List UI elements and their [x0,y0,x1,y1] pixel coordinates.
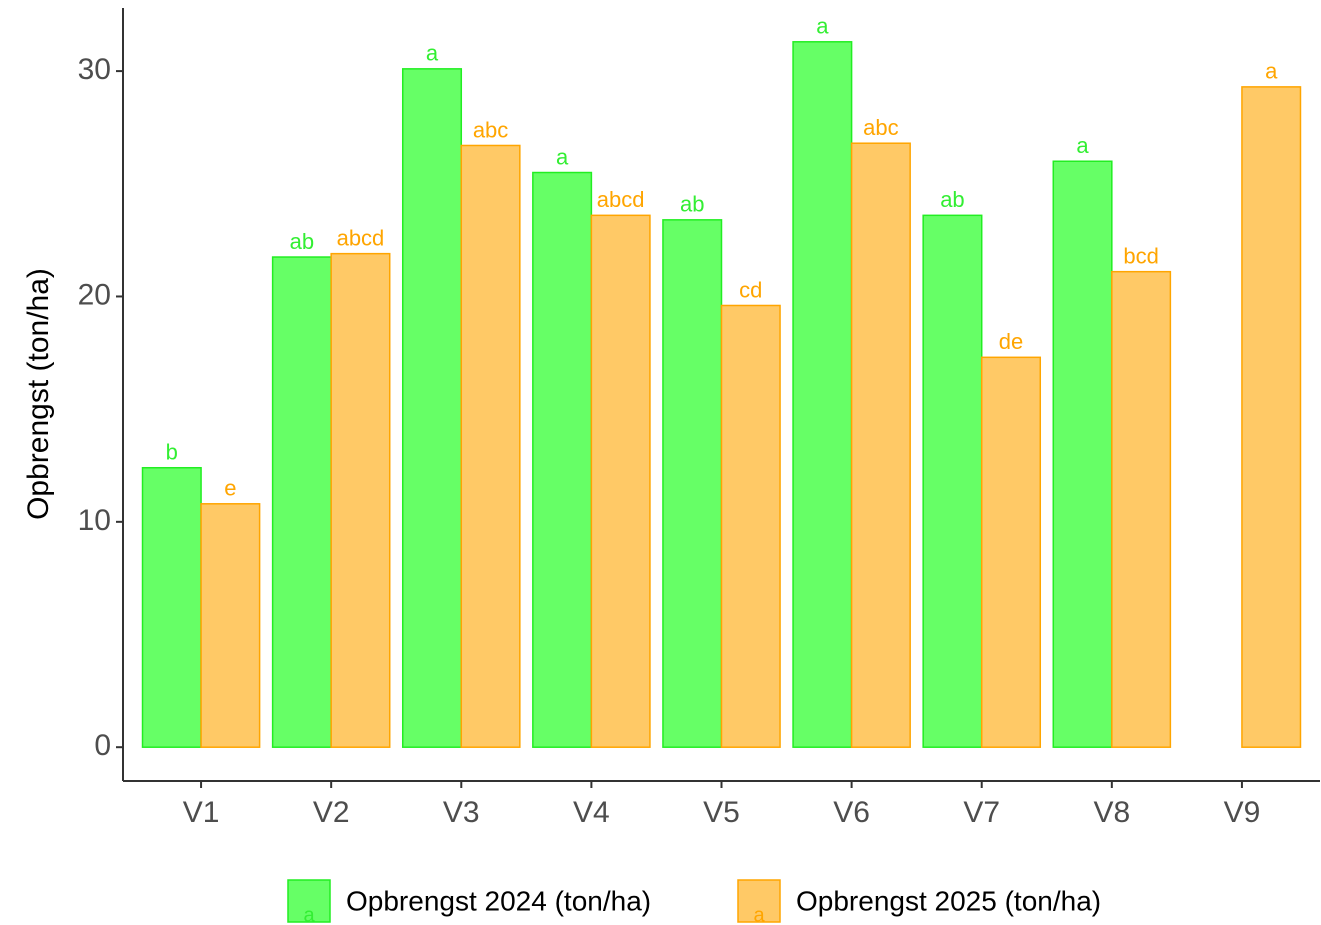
bar [720,304,781,748]
y-tick-label: 20 [78,278,111,311]
significance-letter: ab [680,192,704,217]
legend-key-label: a [303,904,315,925]
bar [980,356,1042,748]
bar [922,214,983,748]
significance-letter: abc [863,115,898,140]
bar [200,503,261,748]
bar [401,68,463,748]
legend-key-label: a [753,904,765,925]
significance-letter: abcd [597,187,645,212]
y-tick-label: 30 [78,53,111,86]
significance-letter: de [999,329,1023,354]
legend-label: Opbrengst 2025 (ton/ha) [796,885,1101,916]
significance-letter: ab [290,229,314,254]
x-tick-label: V6 [833,796,870,829]
bar [1241,86,1302,748]
legend-key [737,879,781,923]
legend-label: Opbrengst 2024 (ton/ha) [346,885,651,916]
significance-letter: a [816,14,829,39]
significance-letter: b [166,440,178,465]
bar [532,171,593,748]
bar [141,466,202,748]
significance-letter: ab [940,187,964,212]
y-tick-label: 10 [78,504,111,537]
legend-key [287,879,331,923]
x-tick-label: V2 [313,796,350,829]
bar [792,41,853,748]
bar [1052,160,1113,748]
x-tick-label: V5 [703,796,740,829]
bar [271,256,332,748]
bar [662,219,723,748]
bar [330,252,391,748]
x-tick-label: V3 [443,796,480,829]
x-tick-label: V1 [183,796,220,829]
x-tick-label: V9 [1224,796,1261,829]
significance-letter: a [426,41,439,66]
y-axis-title: Opbrengst (ton/ha) [22,268,55,520]
significance-letter: a [1076,133,1089,158]
significance-letter: abcd [337,225,385,250]
bar [460,144,521,748]
bar [590,214,651,748]
bar [1111,270,1172,748]
x-tick-label: V7 [963,796,1000,829]
significance-letter: bcd [1123,243,1158,268]
x-tick-label: V4 [573,796,610,829]
y-tick-label: 0 [94,729,111,762]
x-tick-label: V8 [1093,796,1130,829]
significance-letter: a [1265,59,1278,84]
significance-letter: abc [473,117,508,142]
significance-letter: a [556,144,569,169]
significance-letter: cd [739,277,762,302]
bar [850,142,911,748]
significance-letter: e [224,476,236,501]
